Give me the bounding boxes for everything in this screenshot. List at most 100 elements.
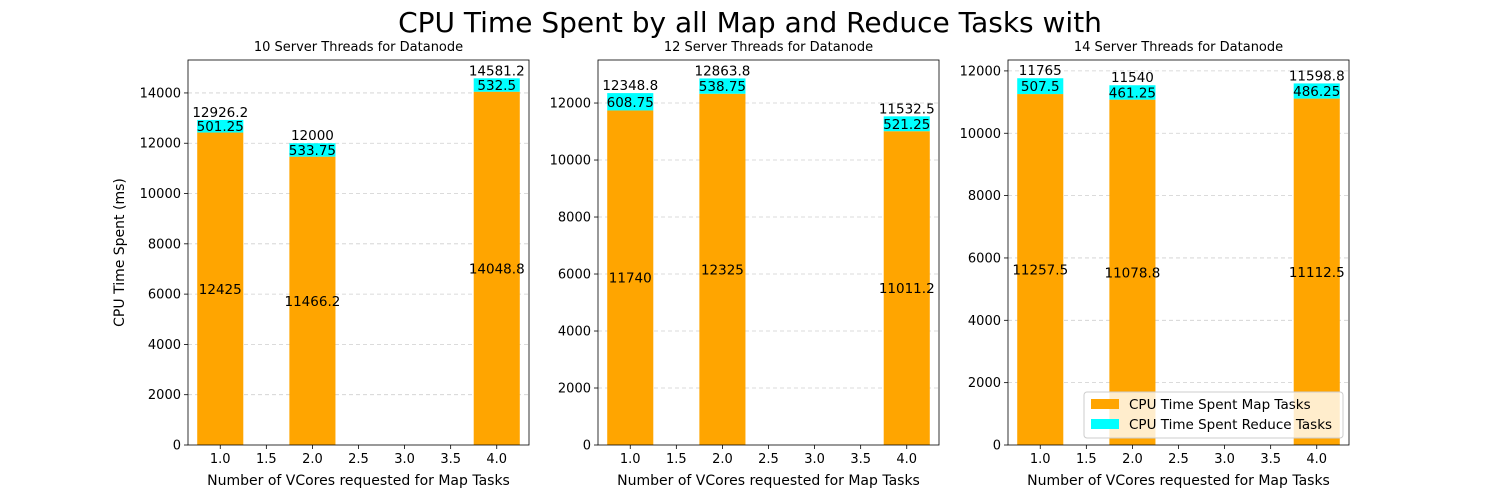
- bar-map-value-label: 11112.5: [1289, 265, 1345, 281]
- bar-reduce-tasks: [1109, 85, 1156, 100]
- bar-map-tasks: [883, 131, 930, 445]
- bar-reduce-tasks: [1017, 78, 1064, 95]
- x-tick-label: 1.5: [256, 452, 277, 467]
- panel-1: 0 2000 4000 6000 8000 10000 12000 14000 1.0 1.5 2.…: [112, 40, 530, 489]
- bar-map-tasks: [289, 156, 336, 445]
- x-tick-label: 1.5: [666, 452, 687, 467]
- x-tick-label: 3.5: [1260, 452, 1281, 467]
- panel-2: 0 2000 4000 6000 8000 10000 12000 1.0 1.5 2.0 2.5 3…: [550, 40, 940, 489]
- bar-map-value-label: 11011.2: [879, 281, 935, 297]
- panel-3: 0 2000 4000 6000 8000 10000 12000 1.0 1.5 2.0 2.5 3…: [960, 40, 1350, 489]
- x-tick-label: 2.0: [712, 452, 733, 467]
- y-tick-label: 2000: [148, 388, 181, 403]
- y-tick-label: 8000: [148, 237, 181, 252]
- x-axis-label: Number of VCores requested for Map Tasks: [617, 473, 920, 489]
- x-tick-label: 1.0: [1030, 452, 1051, 467]
- bar-reduce-tasks: [883, 116, 930, 132]
- legend-swatch: [1091, 419, 1119, 429]
- x-tick-label: 4.0: [486, 452, 507, 467]
- bar-reduce-tasks: [607, 93, 654, 111]
- x-axis-label: Number of VCores requested for Map Tasks: [207, 473, 510, 489]
- y-tick-label: 8000: [558, 211, 591, 226]
- panel-title: 10 Server Threads for Datanode: [254, 40, 463, 55]
- x-tick-label: 2.5: [758, 452, 779, 467]
- bar-reduce-tasks: [197, 119, 244, 133]
- y-tick-label: 0: [173, 439, 181, 454]
- bar-total-label: 14581.2: [469, 63, 525, 79]
- x-tick-label: 3.0: [804, 452, 825, 467]
- x-tick-label: 1.0: [620, 452, 641, 467]
- x-axis-label: Number of VCores requested for Map Tasks: [1027, 473, 1330, 489]
- panel-title: 12 Server Threads for Datanode: [664, 40, 873, 55]
- bar-map-value-label: 12325: [701, 262, 744, 278]
- y-tick-label: 2000: [558, 382, 591, 397]
- bar-reduce-value-label: 461.25: [1109, 85, 1156, 101]
- bar-map-value-label: 11466.2: [285, 294, 341, 310]
- y-tick-label: 8000: [968, 189, 1001, 204]
- x-tick-label: 2.0: [302, 452, 323, 467]
- y-tick-label: 0: [993, 439, 1001, 454]
- y-tick-label: 4000: [558, 325, 591, 340]
- y-tick-label: 6000: [968, 251, 1001, 266]
- x-tick-label: 3.5: [440, 452, 461, 467]
- bar-map-tasks: [1293, 98, 1340, 445]
- bar-reduce-tasks: [473, 78, 520, 92]
- chart-panels: 0 2000 4000 6000 8000 10000 12000 14000 1.0 1.5 2.…: [112, 40, 1350, 489]
- x-tick-label: 2.5: [348, 452, 369, 467]
- bar-map-value-label: 11257.5: [1012, 263, 1068, 279]
- bar-total-label: 11765: [1019, 63, 1062, 79]
- bar-reduce-value-label: 532.5: [477, 78, 516, 94]
- bar-total-label: 12348.8: [602, 78, 658, 94]
- x-tick-label: 2.5: [1168, 452, 1189, 467]
- y-tick-label: 4000: [968, 314, 1001, 329]
- bar-map-tasks: [607, 110, 654, 445]
- bar-reduce-value-label: 521.25: [883, 117, 930, 133]
- bar-reduce-value-label: 486.25: [1293, 84, 1340, 100]
- x-tick-label: 2.0: [1122, 452, 1143, 467]
- legend-label: CPU Time Spent Map Tasks: [1129, 397, 1311, 413]
- y-tick-label: 12000: [550, 97, 591, 112]
- legend-swatch: [1091, 399, 1119, 409]
- x-tick-label: 4.0: [1306, 452, 1327, 467]
- legend-box: [1083, 391, 1344, 439]
- plot-frame: [187, 59, 530, 446]
- x-tick-label: 3.0: [1214, 452, 1235, 467]
- x-tick-label: 1.5: [1076, 452, 1097, 467]
- y-tick-label: 4000: [148, 338, 181, 353]
- bar-map-tasks: [473, 91, 520, 446]
- legend-label: CPU Time Spent Reduce Tasks: [1129, 417, 1332, 433]
- x-tick-label: 4.0: [896, 452, 917, 467]
- y-tick-label: 10000: [140, 187, 181, 202]
- bar-reduce-tasks: [1293, 83, 1340, 99]
- bar-map-value-label: 11740: [609, 271, 652, 287]
- y-tick-label: 0: [583, 439, 591, 454]
- y-tick-label: 6000: [148, 288, 181, 303]
- bar-reduce-value-label: 507.5: [1021, 79, 1060, 95]
- plot-frame: [597, 59, 940, 446]
- bar-total-label: 12000: [291, 128, 334, 144]
- bar-map-value-label: 14048.8: [469, 261, 525, 277]
- bar-total-label: 11540: [1111, 70, 1154, 86]
- bar-reduce-value-label: 538.75: [699, 79, 746, 95]
- bar-map-tasks: [197, 132, 244, 445]
- bar-reduce-value-label: 501.25: [197, 119, 244, 135]
- bar-total-label: 12926.2: [192, 105, 248, 121]
- y-tick-label: 12000: [960, 64, 1001, 79]
- bar-total-label: 12863.8: [695, 63, 751, 79]
- y-tick-label: 10000: [550, 154, 591, 169]
- bar-reduce-value-label: 533.75: [289, 143, 336, 159]
- plot-frame: [1007, 59, 1350, 446]
- bar-map-value-label: 11078.8: [1105, 265, 1161, 281]
- panel-title: 14 Server Threads for Datanode: [1074, 40, 1283, 55]
- y-tick-label: 10000: [960, 127, 1001, 142]
- y-tick-label: 6000: [558, 268, 591, 283]
- bar-map-value-label: 12425: [199, 282, 242, 298]
- bar-total-label: 11532.5: [879, 101, 935, 117]
- y-tick-label: 2000: [968, 376, 1001, 391]
- y-tick-label: 12000: [140, 137, 181, 152]
- bar-map-tasks: [1109, 99, 1156, 445]
- bar-reduce-tasks: [699, 78, 746, 94]
- bar-map-tasks: [1017, 94, 1064, 446]
- x-tick-label: 1.0: [210, 452, 231, 467]
